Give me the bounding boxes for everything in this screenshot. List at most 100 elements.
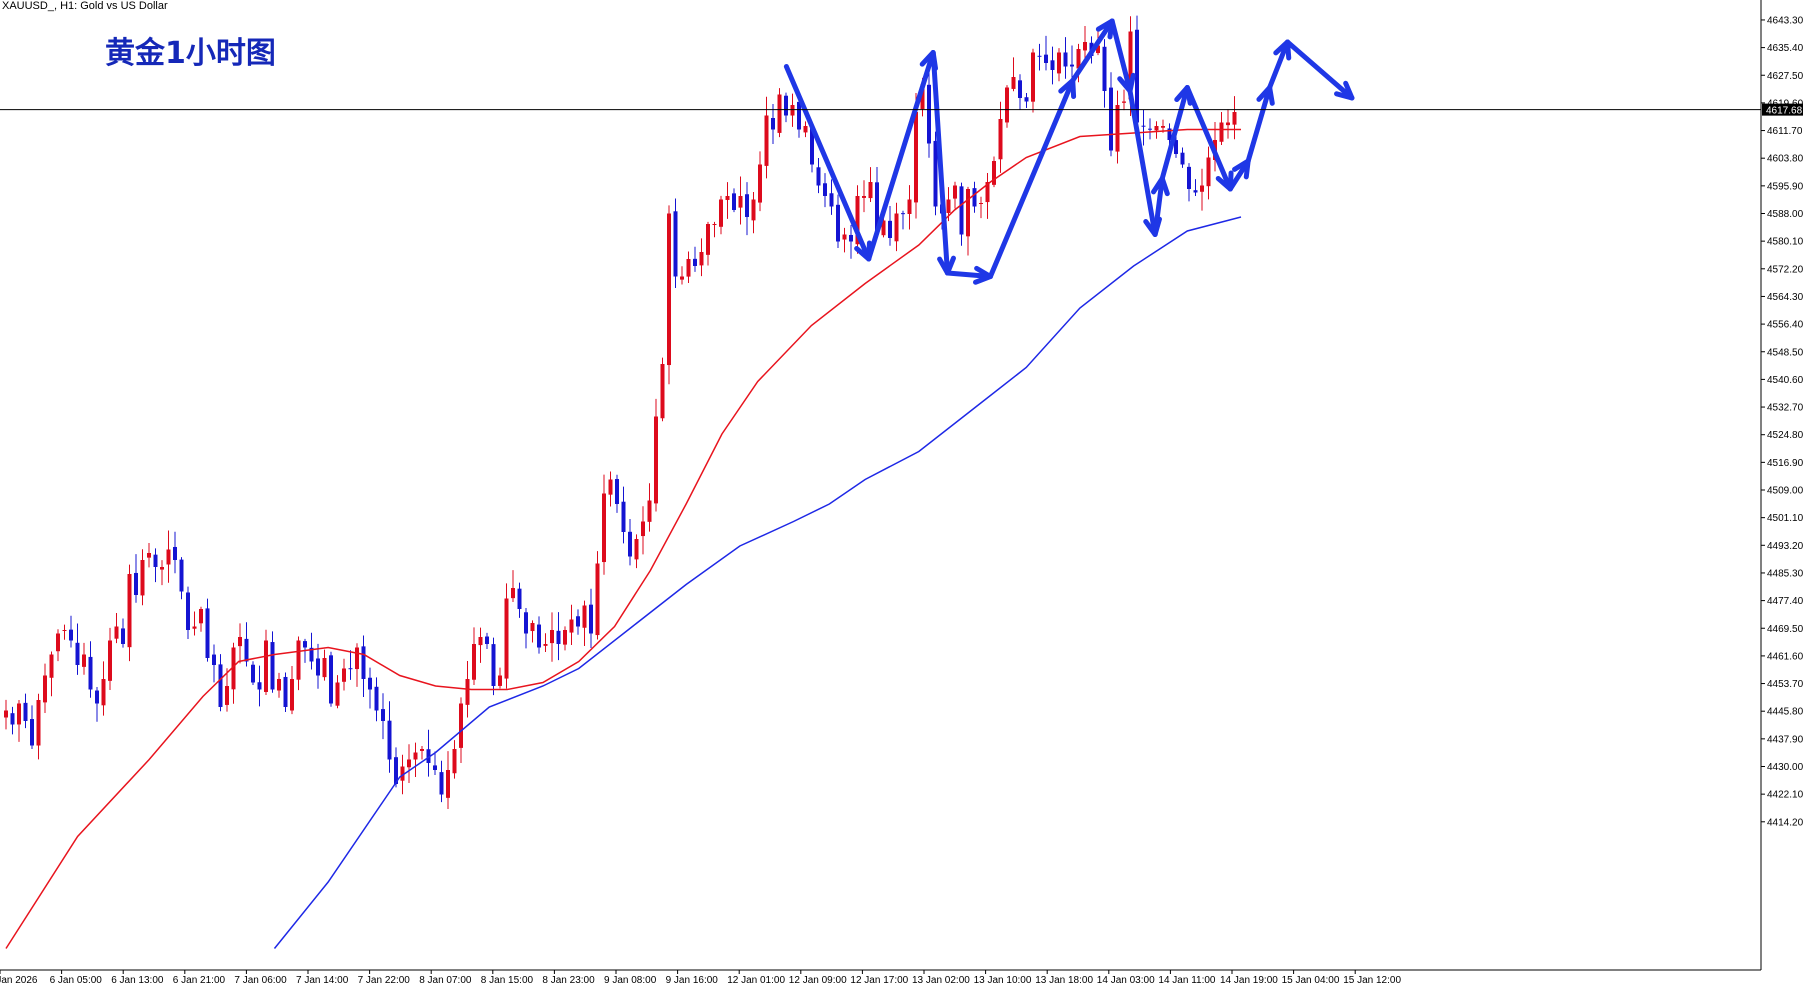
candle[interactable] xyxy=(1031,48,1035,113)
candle[interactable] xyxy=(686,251,691,283)
candle[interactable] xyxy=(641,506,645,555)
candle[interactable] xyxy=(628,519,632,566)
candle[interactable] xyxy=(1148,118,1152,140)
candle[interactable] xyxy=(56,629,60,662)
candle[interactable] xyxy=(426,729,431,777)
candle[interactable] xyxy=(355,643,359,687)
candle[interactable] xyxy=(556,612,561,661)
candle[interactable] xyxy=(621,486,626,544)
candle[interactable] xyxy=(173,531,177,574)
candle[interactable] xyxy=(452,740,457,779)
candle[interactable] xyxy=(1102,39,1107,108)
candle[interactable] xyxy=(225,668,229,712)
candle[interactable] xyxy=(563,626,567,651)
candle[interactable] xyxy=(348,650,353,680)
candle[interactable] xyxy=(868,167,873,202)
candle[interactable] xyxy=(498,667,502,689)
candle[interactable] xyxy=(738,176,743,225)
candle[interactable] xyxy=(49,651,54,697)
candle[interactable] xyxy=(1219,111,1224,146)
candle[interactable] xyxy=(1200,168,1204,211)
candle[interactable] xyxy=(998,101,1003,173)
candle[interactable] xyxy=(472,627,476,685)
candle[interactable] xyxy=(374,677,379,722)
candle[interactable] xyxy=(23,693,28,729)
candle[interactable] xyxy=(894,202,899,252)
candle[interactable] xyxy=(166,530,171,583)
candle[interactable] xyxy=(101,661,106,716)
candle[interactable] xyxy=(88,641,93,698)
candle[interactable] xyxy=(108,627,112,690)
candle[interactable] xyxy=(1044,35,1048,71)
candle[interactable] xyxy=(290,665,294,715)
candle[interactable] xyxy=(842,227,847,253)
candle[interactable] xyxy=(296,636,301,691)
candle[interactable] xyxy=(381,693,385,740)
candle[interactable] xyxy=(439,760,444,803)
candle[interactable] xyxy=(927,66,931,158)
candle[interactable] xyxy=(595,551,600,640)
candle[interactable] xyxy=(758,151,762,212)
candle[interactable] xyxy=(530,620,535,643)
candle[interactable] xyxy=(478,627,483,663)
candle[interactable] xyxy=(420,745,424,760)
candle[interactable] xyxy=(413,742,418,778)
candle[interactable] xyxy=(829,179,834,215)
candle[interactable] xyxy=(179,557,184,600)
candle[interactable] xyxy=(238,623,242,664)
candle[interactable] xyxy=(706,221,710,266)
candle[interactable] xyxy=(82,642,86,675)
candle[interactable] xyxy=(764,96,769,179)
candle[interactable] xyxy=(1057,48,1061,82)
candle[interactable] xyxy=(725,182,730,219)
candle[interactable] xyxy=(797,98,801,138)
candle[interactable] xyxy=(368,667,372,709)
candle[interactable] xyxy=(30,705,34,749)
candle[interactable] xyxy=(62,624,67,640)
candle[interactable] xyxy=(816,157,821,194)
candle[interactable] xyxy=(504,583,509,689)
candle[interactable] xyxy=(985,172,990,219)
candle[interactable] xyxy=(485,632,489,649)
candle[interactable] xyxy=(10,706,15,735)
candle[interactable] xyxy=(231,642,236,704)
candle[interactable] xyxy=(784,92,788,123)
candle[interactable] xyxy=(524,607,528,649)
candle[interactable] xyxy=(1024,93,1029,109)
candle[interactable] xyxy=(933,131,938,216)
candle[interactable] xyxy=(1063,37,1068,79)
candle[interactable] xyxy=(121,618,125,648)
candle[interactable] xyxy=(888,206,892,246)
candle[interactable] xyxy=(1018,74,1022,110)
candle[interactable] xyxy=(823,173,827,208)
candle[interactable] xyxy=(712,221,717,238)
candle[interactable] xyxy=(316,643,320,689)
candle[interactable] xyxy=(608,471,613,507)
candle[interactable] xyxy=(972,181,977,213)
candle[interactable] xyxy=(4,699,8,730)
candle[interactable] xyxy=(511,570,515,603)
candle[interactable] xyxy=(550,612,554,662)
candle[interactable] xyxy=(979,196,983,219)
candle[interactable] xyxy=(140,549,145,606)
candle[interactable] xyxy=(1154,121,1159,139)
candle[interactable] xyxy=(186,586,190,639)
candle[interactable] xyxy=(582,600,587,646)
candle[interactable] xyxy=(69,615,73,648)
candle[interactable] xyxy=(36,693,41,760)
candle[interactable] xyxy=(1037,43,1042,71)
candle[interactable] xyxy=(992,156,996,188)
candle[interactable] xyxy=(907,185,912,230)
candle[interactable] xyxy=(134,554,138,603)
candle[interactable] xyxy=(673,198,678,289)
candle[interactable] xyxy=(329,651,333,707)
candle[interactable] xyxy=(199,606,203,632)
candle[interactable] xyxy=(205,598,210,662)
candle[interactable] xyxy=(1005,85,1009,128)
candle[interactable] xyxy=(491,637,496,696)
candle[interactable] xyxy=(17,700,21,742)
candle[interactable] xyxy=(446,751,450,809)
candle[interactable] xyxy=(693,246,697,272)
candle[interactable] xyxy=(218,654,223,712)
candle[interactable] xyxy=(361,635,366,697)
